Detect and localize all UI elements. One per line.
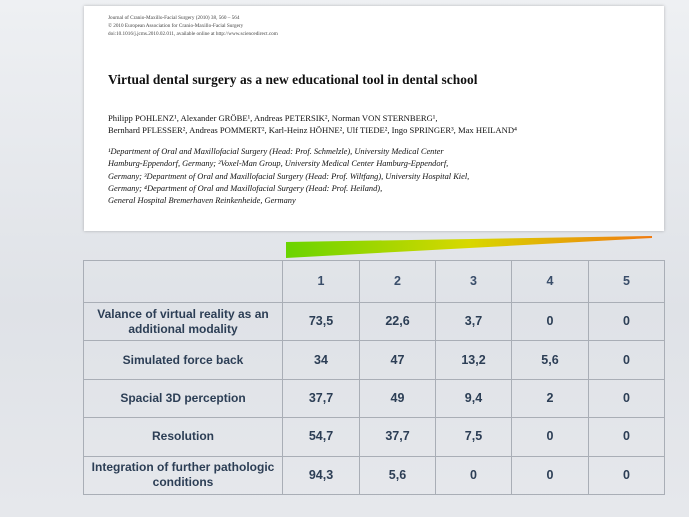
table-cell: 13,2 (435, 340, 512, 380)
affiliation-line: General Hospital Bremerhaven Reinkenheid… (108, 196, 296, 206)
table-cell: 0 (588, 340, 665, 380)
table-cell: 0 (511, 455, 589, 495)
table-cell: 47 (359, 340, 436, 380)
table-row: Integration of further pathologic condit… (83, 455, 665, 495)
column-header: 4 (511, 260, 589, 303)
table-cell: 94,3 (282, 455, 360, 495)
row-label: Spacial 3D perception (83, 378, 283, 419)
table-cell: 9,4 (435, 378, 512, 419)
affiliation-line: Germany; ⁴Department of Oral and Maxillo… (108, 183, 383, 193)
gradient-wedge (286, 236, 652, 258)
affiliation-line: Hamburg-Eppendorf, Germany; ²Voxel-Man G… (108, 159, 449, 169)
row-label: Integration of further pathologic condit… (83, 455, 283, 495)
citation-block: Journal of Cranio-Maxillo-Facial Surgery… (108, 14, 278, 38)
table-cell: 0 (511, 417, 589, 457)
row-label: Valance of virtual reality as an additio… (83, 301, 283, 342)
table-row: Resolution 54,7 37,7 7,5 0 0 (83, 417, 665, 457)
paper-title: Virtual dental surgery as a new educatio… (108, 72, 478, 87)
table-row: Valance of virtual reality as an additio… (83, 301, 665, 342)
affiliations-block: ¹Department of Oral and Maxillofacial Su… (108, 146, 469, 207)
table-cell: 3,7 (435, 301, 512, 342)
row-label: Simulated force back (83, 340, 283, 380)
authors-line: Philipp POHLENZ¹, Alexander GRÖBE¹, Andr… (108, 113, 438, 123)
table-cell: 54,7 (282, 417, 360, 457)
corner-cell (83, 260, 283, 303)
authors-block: Philipp POHLENZ¹, Alexander GRÖBE¹, Andr… (108, 112, 517, 136)
table-cell: 73,5 (282, 301, 360, 342)
table-cell: 5,6 (511, 340, 589, 380)
table-cell: 0 (588, 378, 665, 419)
table-cell: 0 (588, 455, 665, 495)
paper-header-image: Journal of Cranio-Maxillo-Facial Surgery… (84, 6, 664, 231)
journal-line: Journal of Cranio-Maxillo-Facial Surgery… (108, 15, 240, 21)
table-cell: 0 (435, 455, 512, 495)
table-row: Spacial 3D perception 37,7 49 9,4 2 0 (83, 378, 665, 419)
table-cell: 0 (588, 417, 665, 457)
column-header: 1 (282, 260, 360, 303)
table-cell: 7,5 (435, 417, 512, 457)
authors-line: Bernhard PFLESSER², Andreas POMMERT², Ka… (108, 125, 518, 135)
table-cell: 37,7 (282, 378, 360, 419)
table-cell: 5,6 (359, 455, 436, 495)
affiliation-line: ¹Department of Oral and Maxillofacial Su… (108, 147, 444, 156)
table-cell: 0 (588, 301, 665, 342)
table-cell: 49 (359, 378, 436, 419)
table-cell: 22,6 (359, 301, 436, 342)
table-cell: 34 (282, 340, 360, 380)
column-header: 3 (435, 260, 512, 303)
results-table: 1 2 3 4 5 Valance of virtual reality as an ad… (83, 260, 665, 495)
affiliation-line: Germany; ³Department of Oral and Maxillo… (108, 171, 470, 181)
table-row: Simulated force back 34 47 13,2 5,6 0 (83, 340, 665, 380)
row-label: Resolution (83, 417, 283, 457)
column-header: 5 (588, 260, 665, 303)
copyright-line: © 2010 European Association for Cranio-M… (108, 23, 244, 29)
table-cell: 2 (511, 378, 589, 419)
doi-line: doi:10.1016/j.jcms.2010.02.011, availabl… (108, 31, 278, 37)
table-cell: 0 (511, 301, 589, 342)
column-header: 2 (359, 260, 436, 303)
table-cell: 37,7 (359, 417, 436, 457)
